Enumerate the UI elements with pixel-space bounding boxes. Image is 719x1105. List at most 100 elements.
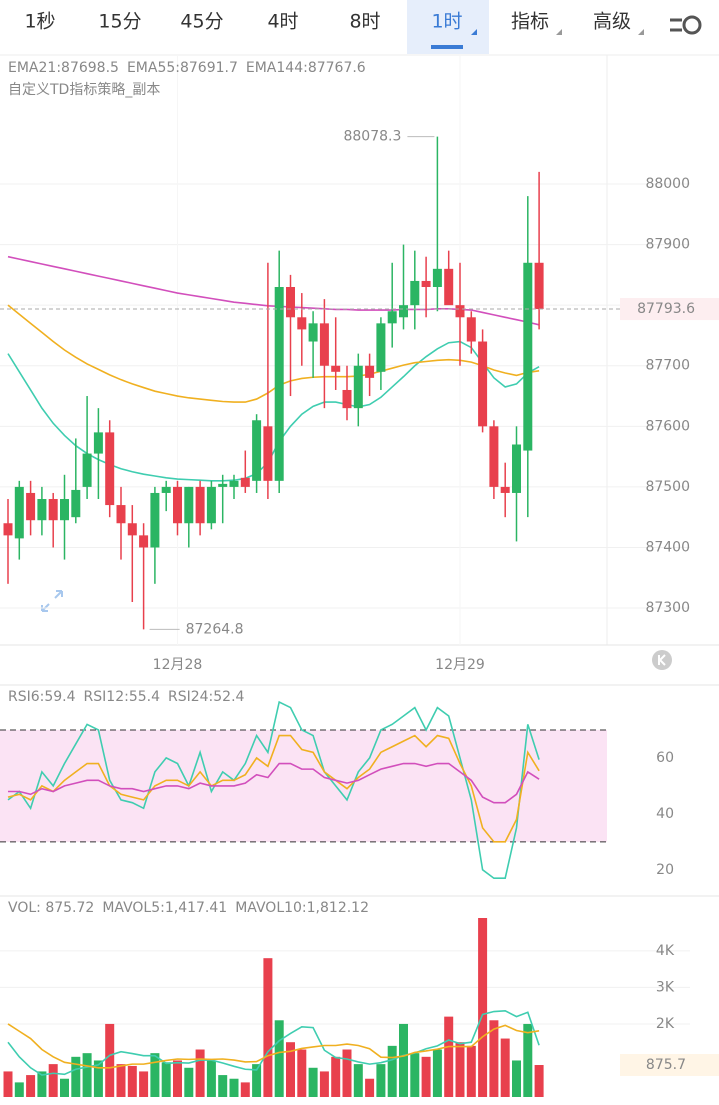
icon-part xyxy=(682,15,702,35)
candle-body xyxy=(331,365,341,372)
toolbar-tab[interactable]: 高级 xyxy=(593,11,631,33)
candle-body xyxy=(93,432,103,454)
candle-body xyxy=(512,444,521,493)
volume-bar xyxy=(139,1071,149,1097)
y-tick-label: 20 xyxy=(656,862,674,878)
legend-item: EMA144:87767.6 xyxy=(246,60,366,76)
indicator-line xyxy=(7,304,540,403)
toolbar-tab[interactable]: 1时 xyxy=(431,11,462,33)
volume-bar xyxy=(127,1065,137,1097)
dropdown-arrow xyxy=(556,29,562,35)
y-tick-label: 87500 xyxy=(645,479,690,495)
candle-body xyxy=(195,486,205,524)
legend-item: EMA21:87698.5 xyxy=(8,60,119,76)
candle-body xyxy=(48,499,58,521)
volume-bar xyxy=(432,1049,442,1097)
volume-bar xyxy=(353,1064,363,1097)
volume-bar xyxy=(489,1020,499,1097)
volume-bar xyxy=(534,1065,544,1097)
candle-body xyxy=(478,341,488,427)
candle-body xyxy=(116,505,126,524)
indicator-line xyxy=(7,1023,540,1069)
settings-icon[interactable] xyxy=(670,15,702,35)
indicator-line xyxy=(7,700,540,880)
candle-body xyxy=(286,287,295,318)
selected-tab-underline xyxy=(431,45,463,49)
volume-bar xyxy=(71,1056,81,1097)
volume-bar xyxy=(82,1053,92,1097)
candle-body xyxy=(71,489,81,518)
y-tick-label: 40 xyxy=(656,806,674,822)
candle-body xyxy=(399,305,408,318)
volume-bar xyxy=(240,1082,250,1097)
icon-part xyxy=(658,654,666,666)
current-volume-box xyxy=(620,1054,719,1077)
volume-bar xyxy=(14,1082,24,1097)
candle-body xyxy=(319,323,329,366)
candle-body xyxy=(60,499,69,521)
candle-body xyxy=(274,287,284,481)
legend-item: VOL: 875.72 xyxy=(8,900,94,916)
candle-body xyxy=(26,492,36,521)
candle-body xyxy=(342,389,352,409)
y-tick-label: 87700 xyxy=(645,358,690,374)
volume-bar xyxy=(466,1045,476,1097)
volume-bar xyxy=(478,918,488,1097)
volume-bar xyxy=(297,1049,307,1097)
candle-body xyxy=(82,453,92,487)
volume-bar xyxy=(319,1071,329,1097)
toolbar-tab[interactable]: 15分 xyxy=(98,11,141,33)
toolbar-tab[interactable]: 4时 xyxy=(267,11,298,33)
icon-part xyxy=(652,650,672,670)
volume-bar xyxy=(161,1062,171,1097)
toolbar-tab[interactable]: 1秒 xyxy=(24,11,55,33)
volume-bar xyxy=(410,1053,420,1097)
candle-body xyxy=(252,420,262,481)
toolbar-tab[interactable]: 45分 xyxy=(180,11,223,33)
legend-item: MAVOL10:1,812.12 xyxy=(235,900,369,916)
candle-body xyxy=(218,483,228,487)
y-tick-label: 88000 xyxy=(645,176,690,192)
candle-body xyxy=(365,365,375,378)
volume-bar xyxy=(252,1064,262,1097)
dropdown-arrow xyxy=(471,29,477,35)
volume-bar xyxy=(512,1060,521,1097)
candle-body xyxy=(206,486,216,524)
candle-body xyxy=(173,486,182,524)
volume-bar xyxy=(376,1064,386,1097)
volume-bar xyxy=(365,1078,375,1097)
candle-body xyxy=(297,317,307,330)
candle-body xyxy=(263,426,273,481)
high-annotation: 88078.3 xyxy=(343,129,401,145)
volume-bar xyxy=(331,1056,341,1097)
candle-body xyxy=(387,311,397,324)
volume-bar xyxy=(150,1053,160,1097)
candle-body xyxy=(37,499,47,521)
volume-bar xyxy=(286,1042,295,1097)
candle-body xyxy=(161,486,171,493)
volume-bar xyxy=(308,1067,318,1097)
legend-item: RSI24:52.4 xyxy=(168,689,245,705)
toolbar-tab[interactable]: 8时 xyxy=(349,11,380,33)
volume-bar xyxy=(48,1064,58,1097)
toolbar-tab[interactable]: 指标 xyxy=(511,11,549,33)
volume-bar xyxy=(342,1049,352,1097)
volume-bar xyxy=(3,1071,13,1097)
candle-body xyxy=(432,268,442,288)
candle-body xyxy=(523,262,533,451)
indicator-line xyxy=(7,1009,540,1076)
candle-body xyxy=(14,486,24,539)
volume-bar xyxy=(218,1075,228,1097)
volume-bar xyxy=(263,958,273,1097)
volume-bar xyxy=(206,1060,216,1097)
candle-body xyxy=(455,305,465,318)
rsi-band xyxy=(0,729,607,842)
indicator-line xyxy=(8,762,540,804)
candle-body xyxy=(489,426,499,487)
scroll-latest-icon[interactable] xyxy=(652,650,672,670)
y-tick-label: 87600 xyxy=(645,418,690,434)
volume-bar xyxy=(116,1064,126,1097)
legend-item: RSI12:55.4 xyxy=(84,689,161,705)
